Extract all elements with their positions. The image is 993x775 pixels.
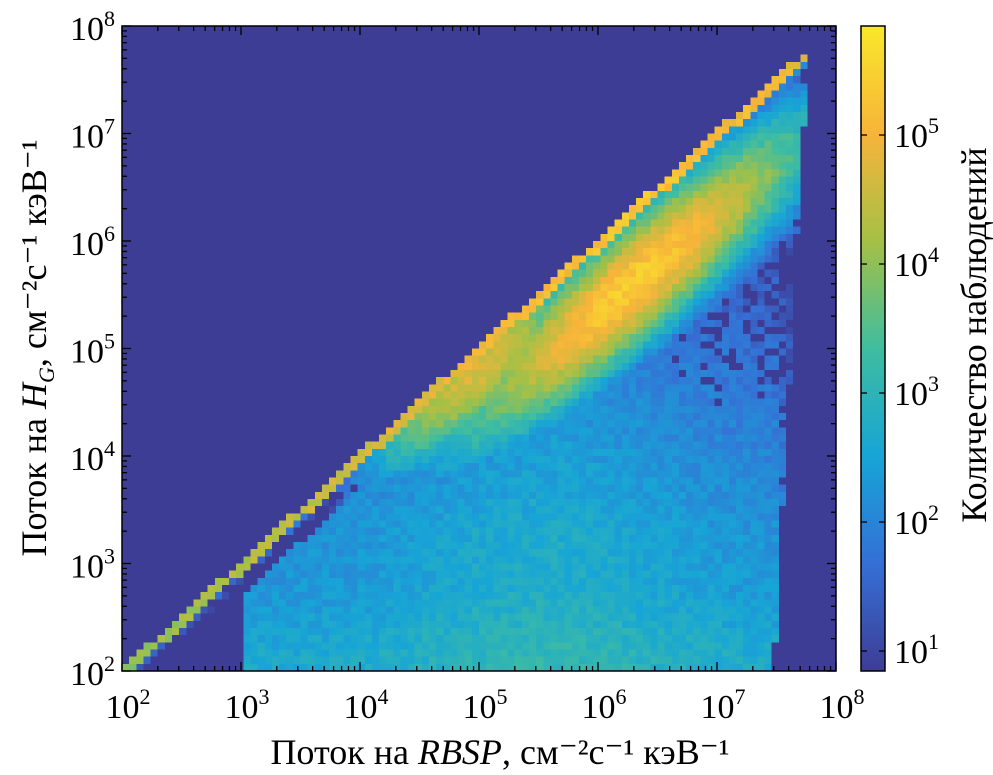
y-tick-label: 103 bbox=[70, 544, 115, 586]
y-tick-label: 102 bbox=[70, 651, 115, 693]
colorbar-tick-label: 104 bbox=[894, 242, 939, 284]
colorbar-frame bbox=[860, 25, 886, 672]
y-tick-label: 104 bbox=[70, 436, 115, 478]
x-tick-label: 105 bbox=[463, 684, 508, 726]
x-axis-title-italic: RBSP bbox=[417, 732, 502, 772]
x-tick-label: 104 bbox=[344, 684, 389, 726]
y-tick-label: 107 bbox=[70, 114, 115, 156]
colorbar-title: Количество наблюдений bbox=[954, 147, 993, 522]
x-axis-ticks: 102 103 104 105 106 107 108 bbox=[106, 26, 865, 726]
x-axis-title: Поток на RBSP, см⁻²с⁻¹ кэВ⁻¹ bbox=[270, 732, 729, 772]
colorbar-tick-label: 102 bbox=[894, 500, 939, 542]
y-tick-label: 108 bbox=[70, 6, 115, 48]
x-tick-label: 108 bbox=[820, 684, 865, 726]
colorbar-ticks: 101 102 103 104 105 bbox=[861, 113, 939, 671]
colorbar-tick-label: 103 bbox=[894, 371, 939, 413]
plot-frame bbox=[121, 25, 837, 672]
x-axis-title-prefix: Поток на bbox=[270, 732, 418, 772]
y-tick-label: 105 bbox=[70, 329, 115, 371]
x-tick-label: 107 bbox=[701, 684, 746, 726]
x-tick-label: 102 bbox=[106, 684, 151, 726]
y-axis-title-prefix: Поток на bbox=[14, 409, 54, 557]
y-axis-title: Поток на HG, см⁻²с⁻¹ кэВ⁻¹ bbox=[14, 139, 59, 556]
y-tick-label: 106 bbox=[70, 221, 115, 263]
colorbar-tick-label: 101 bbox=[894, 629, 939, 671]
x-tick-label: 103 bbox=[225, 684, 270, 726]
y-axis-ticks: 102 103 104 105 106 107 108 bbox=[70, 6, 836, 693]
y-axis-title-italic: H bbox=[14, 381, 54, 410]
x-axis-title-units: , см⁻²с⁻¹ кэВ⁻¹ bbox=[502, 732, 730, 772]
y-axis-title-sub: G bbox=[34, 367, 59, 383]
x-tick-label: 106 bbox=[582, 684, 627, 726]
y-axis-title-units: , см⁻²с⁻¹ кэВ⁻¹ bbox=[14, 139, 54, 367]
colorbar bbox=[861, 26, 885, 671]
colorbar-tick-label: 105 bbox=[894, 113, 939, 155]
heatmap-plot bbox=[122, 26, 836, 671]
